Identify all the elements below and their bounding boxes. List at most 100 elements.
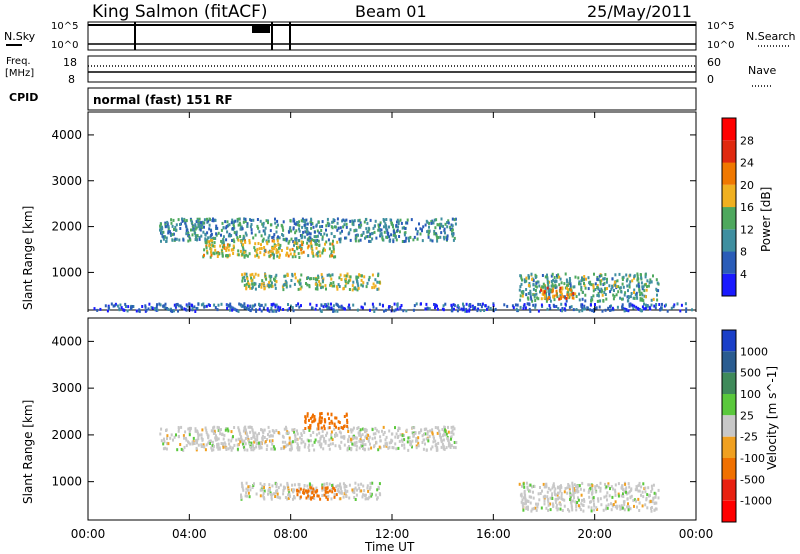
data-cell: [244, 219, 247, 223]
data-cell: [254, 282, 257, 286]
data-cell: [374, 436, 376, 440]
data-cell: [310, 277, 313, 281]
data-cell: [201, 428, 204, 432]
data-cell: [277, 495, 280, 499]
data-cell: [369, 492, 372, 496]
data-cell: [576, 484, 578, 488]
data-cell: [622, 306, 625, 310]
data-cell: [607, 503, 610, 507]
data-cell: [179, 443, 182, 446]
data-cell: [529, 292, 532, 296]
data-cell: [445, 446, 448, 450]
data-cell: [407, 436, 410, 440]
data-cell: [285, 253, 288, 257]
data-cell: [256, 224, 259, 228]
data-cell: [642, 495, 645, 499]
data-cell: [251, 429, 254, 433]
data-cell: [356, 427, 359, 430]
data-cell: [365, 227, 368, 231]
data-cell: [352, 280, 355, 284]
data-cell: [629, 273, 632, 277]
data-cell: [269, 493, 272, 496]
data-cell: [208, 439, 211, 443]
data-cell: [548, 304, 551, 307]
data-cell: [260, 309, 263, 313]
data-cell: [272, 256, 275, 260]
data-cell: [560, 292, 563, 296]
data-cell: [283, 445, 286, 449]
data-cell: [321, 275, 324, 279]
data-cell: [360, 278, 363, 282]
data-cell: [349, 278, 352, 282]
data-cell: [638, 489, 641, 493]
data-cell: [519, 294, 522, 298]
data-cell: [271, 247, 274, 250]
data-cell: [294, 231, 297, 235]
data-cell: [271, 284, 274, 288]
data-cell: [555, 503, 558, 507]
data-cell: [462, 308, 465, 312]
data-cell: [113, 304, 116, 308]
data-cell: [346, 418, 349, 422]
data-cell: [275, 309, 278, 313]
data-cell: [626, 505, 629, 509]
data-cell: [264, 232, 267, 236]
data-cell: [269, 223, 272, 227]
data-cell: [660, 306, 662, 310]
data-cell: [594, 303, 596, 306]
data-cell: [291, 272, 294, 276]
data-cell: [348, 445, 350, 448]
data-cell: [99, 307, 102, 311]
data-cell: [188, 433, 191, 437]
data-cell: [595, 506, 598, 510]
data-cell: [335, 485, 338, 489]
data-cell: [202, 230, 205, 234]
data-cell: [210, 229, 213, 233]
data-cell: [276, 254, 279, 258]
data-cell: [318, 283, 321, 287]
data-cell: [389, 218, 392, 222]
data-cell: [621, 506, 624, 510]
data-cell: [384, 442, 387, 446]
data-cell: [183, 445, 186, 449]
data-cell: [374, 219, 377, 223]
data-cell: [249, 286, 252, 290]
data-cell: [170, 433, 173, 437]
data-cell: [332, 220, 335, 224]
data-cell: [479, 303, 482, 306]
data-cell: [529, 483, 532, 487]
data-cell: [198, 236, 201, 240]
data-cell: [483, 309, 486, 312]
data-cell: [564, 487, 567, 491]
data-cell: [355, 444, 358, 448]
data-cell: [310, 222, 313, 226]
data-cell: [423, 432, 425, 436]
beam-title: Beam 01: [355, 2, 427, 21]
data-cell: [340, 426, 343, 430]
data-cell: [268, 309, 271, 313]
data-cell: [332, 309, 335, 313]
data-cell: [361, 433, 364, 437]
data-cell: [529, 501, 532, 505]
data-cell: [371, 428, 374, 432]
data-cell: [202, 302, 205, 306]
data-cell: [360, 435, 362, 438]
freq-tick-top: 18: [63, 56, 77, 69]
data-cell: [383, 230, 386, 234]
data-cell: [539, 290, 541, 294]
data-cell: [358, 446, 361, 450]
data-cell: [390, 221, 393, 225]
data-cell: [244, 240, 247, 244]
data-cell: [282, 228, 285, 232]
data-cell: [203, 253, 205, 257]
data-cell: [652, 274, 654, 278]
data-cell: [324, 248, 326, 252]
data-cell: [321, 494, 324, 497]
data-cell: [451, 224, 454, 228]
data-cell: [565, 278, 568, 282]
freq-label: Freq.: [6, 56, 31, 67]
data-cell: [232, 248, 235, 252]
data-cell: [384, 438, 387, 442]
data-cell: [269, 279, 272, 283]
